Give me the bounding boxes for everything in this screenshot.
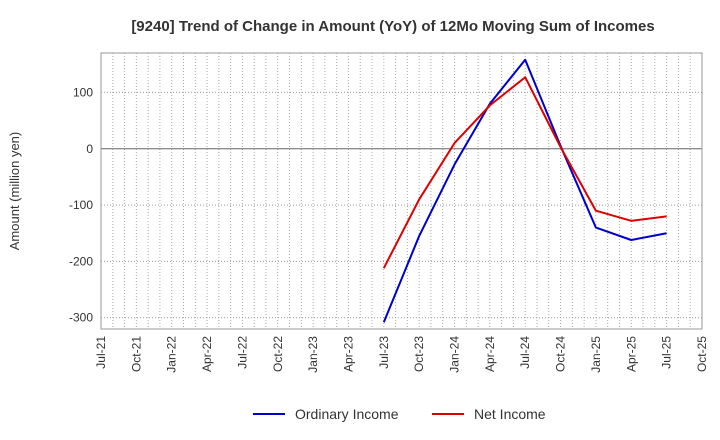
x-tick-label: Apr-23 [341,336,355,372]
x-tick-label: Oct-24 [554,336,568,372]
x-tick-label: Oct-21 [129,336,143,372]
legend-label: Ordinary Income [295,406,399,422]
x-tick-label: Jul-22 [235,336,249,369]
x-tick-label: Jan-24 [448,336,462,373]
vertical-grid [112,53,691,329]
legend-label: Net Income [474,406,546,422]
y-tick-label: 100 [73,85,93,99]
x-tick-label: Apr-25 [624,336,638,372]
series-line-1 [382,76,667,269]
x-tick-label: Oct-25 [695,336,709,372]
y-tick-label: -300 [69,311,93,325]
x-tick-label: Jan-23 [306,336,320,373]
x-tick-label: Jul-25 [660,336,674,369]
series-line-0 [382,58,667,323]
x-tick-label: Jan-22 [165,336,179,373]
y-tick-label: -100 [69,198,93,212]
horizontal-grid [101,91,702,319]
x-tick-label: Oct-23 [412,336,426,372]
x-tick-label: Jul-21 [94,336,108,369]
legend: Ordinary Income Net Income [253,406,546,422]
x-tick-label: Apr-24 [483,336,497,372]
y-tick-labels: 100 0 -100 -200 -300 [69,85,93,324]
x-tick-label: Jan-25 [589,336,603,373]
x-tick-label: Jul-24 [518,336,532,369]
x-tick-label: Oct-22 [271,336,285,372]
y-tick-label: -200 [69,254,93,268]
x-tick-label: Jul-23 [377,336,391,369]
y-axis-label: Amount (million yen) [7,132,22,251]
plot-area-frame [100,52,703,330]
x-tick-label: Apr-22 [200,336,214,372]
x-tick-labels: Jul-21 Oct-21 Jan-22 Apr-22 Jul-22 Oct-22 Jan-… [94,336,709,373]
chart-title: [9240] Trend of Change in Amount (YoY) o… [131,18,654,35]
series-lines [382,58,667,323]
y-tick-label: 0 [86,142,93,156]
